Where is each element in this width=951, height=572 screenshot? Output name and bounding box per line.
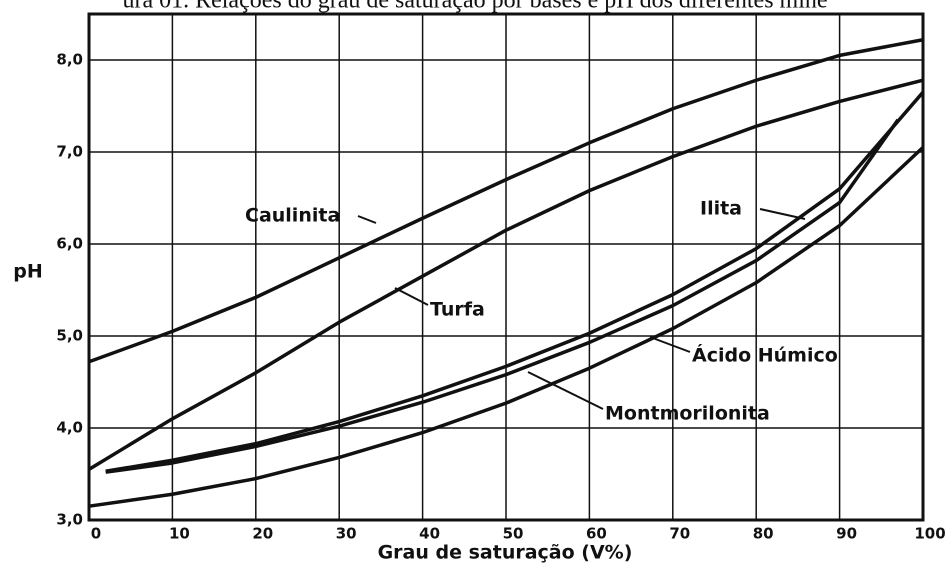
y-tick-label: 7,0 — [56, 143, 83, 161]
line — [88, 78, 924, 471]
line — [88, 146, 925, 508]
series-label: Turfa — [430, 299, 485, 321]
plot-frame — [87, 12, 925, 522]
leader-line — [527, 371, 604, 410]
x-tick-label: 100 — [914, 525, 945, 543]
series-label: Ácido Húmico — [692, 344, 838, 367]
line — [105, 118, 900, 474]
x-tick-label: 10 — [169, 525, 190, 543]
line — [88, 38, 924, 364]
y-tick-label: 6,0 — [56, 235, 83, 253]
y-tick-label: 4,0 — [56, 419, 83, 437]
leader-line — [649, 336, 691, 353]
x-tick-label: 30 — [336, 525, 357, 543]
chart-title: ura 01. Relações do grau de saturação po… — [122, 0, 827, 14]
series-label: Caulinita — [245, 205, 340, 227]
x-tick-label: 40 — [419, 525, 440, 543]
y-tick-label: 8,0 — [56, 51, 83, 69]
x-tick-label: 90 — [836, 525, 857, 543]
x-tick-label: 20 — [252, 525, 273, 543]
leader-line — [357, 215, 377, 224]
x-tick-label: 80 — [753, 525, 774, 543]
x-tick-label: 70 — [669, 525, 690, 543]
series-label: Montmorilonita — [605, 403, 770, 425]
y-tick-label: 5,0 — [56, 327, 83, 345]
leader-line — [759, 208, 806, 220]
x-tick-label: 50 — [503, 525, 524, 543]
line — [105, 91, 925, 473]
y-axis-label: pH — [13, 261, 43, 283]
x-tick-label: 0 — [91, 525, 101, 543]
x-tick-label: 60 — [586, 525, 607, 543]
y-tick-label: 3,0 — [56, 511, 83, 529]
x-axis-label: Grau de saturação (V%) — [378, 542, 633, 564]
leader-line — [394, 287, 429, 306]
series-label: Ilita — [700, 198, 742, 220]
